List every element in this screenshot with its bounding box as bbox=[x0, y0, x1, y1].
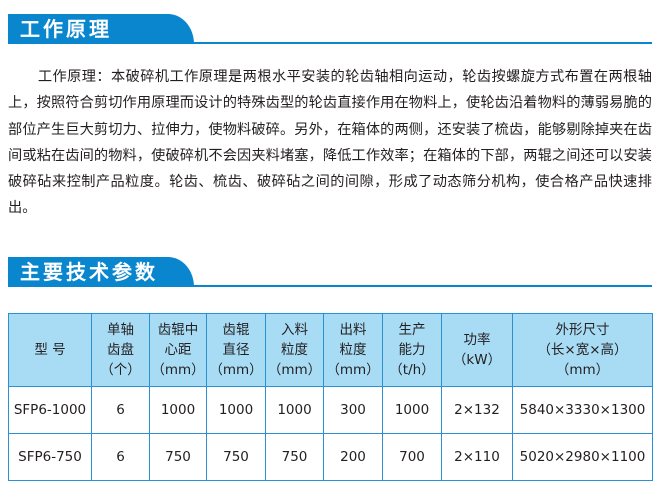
column-header-line: （长×宽×高） bbox=[537, 342, 628, 358]
column-header: 齿辊中心距 （mm） bbox=[149, 313, 207, 387]
table-cell: 200 bbox=[323, 433, 383, 481]
column-header-line: 齿辊中 bbox=[157, 322, 199, 338]
column-header: 齿辊直径 （mm） bbox=[206, 313, 266, 387]
column-header-line: 入料 bbox=[281, 322, 308, 338]
table-cell: 2×110 bbox=[441, 433, 513, 481]
table-cell: 6 bbox=[91, 433, 150, 481]
section-header-specs: 主要技术参数 bbox=[8, 257, 652, 287]
table-cell: 750 bbox=[265, 433, 324, 481]
column-header-line: （mm） bbox=[326, 362, 380, 378]
table-cell: SFP6-750 bbox=[8, 433, 92, 481]
column-header-line: （mm） bbox=[267, 362, 322, 378]
column-header-line: 功率 bbox=[463, 332, 491, 348]
table-cell: 1000 bbox=[206, 386, 266, 434]
section-divider bbox=[8, 285, 652, 287]
table-cell: 750 bbox=[206, 433, 266, 481]
column-header-line: （个） bbox=[100, 362, 141, 378]
table-cell: 1000 bbox=[149, 386, 207, 434]
column-header-line: 型 号 bbox=[34, 342, 66, 358]
column-header-line: 生产 bbox=[398, 322, 426, 338]
column-header: 生产能力 （t/h） bbox=[382, 313, 442, 387]
column-header-line: 外形尺寸 bbox=[555, 322, 610, 338]
column-header-line: 粒度 bbox=[281, 342, 308, 358]
table-cell: 300 bbox=[323, 386, 383, 434]
section-header-working-principle: 工作原理 bbox=[8, 14, 652, 44]
column-header: 入料粒度 （mm） bbox=[265, 313, 324, 387]
column-header-line: （mm） bbox=[555, 362, 610, 378]
column-header-line: 齿辊 bbox=[222, 322, 250, 338]
table-cell: 5840×3330×1300 bbox=[512, 386, 653, 434]
section-title: 工作原理 bbox=[20, 17, 112, 41]
table-cell: 5020×2980×1100 bbox=[512, 433, 653, 481]
table-cell: 2×132 bbox=[441, 386, 513, 434]
column-header: 型 号 bbox=[8, 313, 92, 387]
column-header-line: 单轴 bbox=[107, 322, 134, 338]
column-header-line: 齿盘 bbox=[107, 342, 134, 358]
column-header-line: 心距 bbox=[164, 342, 192, 358]
section-tab bbox=[8, 14, 194, 44]
column-header-line: 直径 bbox=[222, 342, 250, 358]
column-header-line: 能力 bbox=[398, 342, 426, 358]
table-cell: 750 bbox=[149, 433, 207, 481]
column-header-line: 出料 bbox=[339, 322, 367, 338]
table-cell: 700 bbox=[382, 433, 442, 481]
section-divider bbox=[8, 42, 652, 44]
specs-table: 型 号 单轴齿盘 （个） 齿辊中心距 （mm） 齿辊直径 （mm） 入料粒度 （mm） 出料粒度 （… bbox=[8, 313, 653, 481]
section-title: 主要技术参数 bbox=[20, 260, 158, 284]
column-header-line: （t/h） bbox=[389, 362, 435, 378]
table-cell: 1000 bbox=[265, 386, 324, 434]
table-header-row: 型 号 单轴齿盘 （个） 齿辊中心距 （mm） 齿辊直径 （mm） 入料粒度 （mm） 出料粒度 （… bbox=[8, 313, 653, 387]
table-cell: SFP6-1000 bbox=[8, 386, 92, 434]
section-tab bbox=[8, 257, 194, 287]
column-header: 单轴齿盘 （个） bbox=[91, 313, 150, 387]
table-cell: 1000 bbox=[382, 386, 442, 434]
column-header-line: 粒度 bbox=[339, 342, 367, 358]
column-header: 出料粒度 （mm） bbox=[323, 313, 383, 387]
working-principle-paragraph: 工作原理：本破碎机工作原理是两根水平安装的轮齿轴相向运动，轮齿按螺旋方式布置在两… bbox=[8, 69, 652, 217]
table-row: SFP6-1000 6 1000 1000 1000 300 1000 2×132 5840×3… bbox=[8, 386, 653, 434]
column-header-line: （mm） bbox=[151, 362, 205, 378]
table-row: SFP6-750 6 750 750 750 200 700 2×110 5020×2980×1… bbox=[8, 433, 653, 481]
table-cell: 6 bbox=[91, 386, 150, 434]
column-header: 功率 （kW） bbox=[441, 313, 513, 387]
column-header: 外形尺寸 （长×宽×高） （mm） bbox=[512, 313, 653, 387]
column-header-line: （kW） bbox=[452, 352, 502, 368]
column-header-line: （mm） bbox=[209, 362, 263, 378]
